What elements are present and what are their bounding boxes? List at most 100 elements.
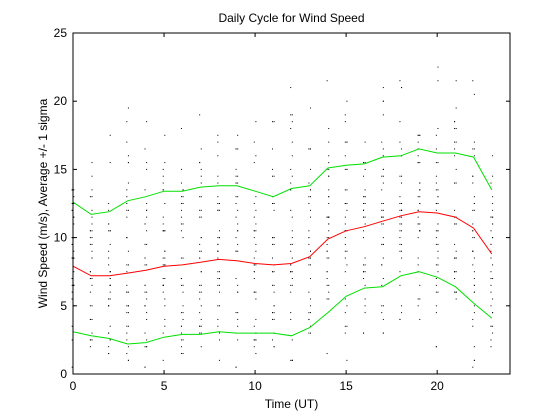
observation-point xyxy=(435,305,437,307)
observation-point xyxy=(144,148,146,150)
observation-point xyxy=(308,196,310,198)
observation-point xyxy=(217,209,219,211)
observation-point xyxy=(73,196,75,198)
observation-point xyxy=(454,148,456,150)
observation-point xyxy=(271,237,273,239)
observation-point xyxy=(237,250,239,252)
observation-point xyxy=(273,284,275,286)
observation-point xyxy=(454,209,456,211)
observation-point xyxy=(180,346,182,348)
observation-point xyxy=(492,175,494,177)
observation-point xyxy=(382,100,384,102)
observation-point xyxy=(382,278,384,280)
observation-point xyxy=(146,264,148,266)
observation-point xyxy=(328,175,330,177)
observation-point xyxy=(182,203,184,204)
observation-point xyxy=(253,141,255,143)
observation-point xyxy=(437,291,439,293)
observation-point xyxy=(89,271,91,273)
observation-point xyxy=(419,284,421,286)
observation-point xyxy=(144,346,146,348)
observation-point xyxy=(419,134,421,136)
observation-point xyxy=(164,257,166,259)
observation-point xyxy=(328,162,330,164)
observation-point xyxy=(126,305,128,307)
observation-point xyxy=(271,243,273,245)
observation-point xyxy=(419,196,421,198)
observation-point xyxy=(273,203,275,204)
observation-point xyxy=(437,189,439,191)
observation-point xyxy=(328,168,330,170)
observation-point xyxy=(455,141,457,143)
observation-point xyxy=(455,80,457,82)
observation-point xyxy=(291,230,293,232)
observation-point xyxy=(472,237,474,239)
observation-point xyxy=(363,196,365,198)
observation-point xyxy=(217,182,219,184)
observation-point xyxy=(91,216,93,218)
observation-point xyxy=(382,209,384,211)
observation-point xyxy=(237,243,239,245)
observation-point xyxy=(328,141,330,143)
observation-point xyxy=(199,162,201,164)
observation-point xyxy=(435,264,437,266)
observation-point xyxy=(200,305,202,307)
observation-point xyxy=(89,243,91,245)
observation-point xyxy=(237,175,239,177)
observation-point xyxy=(126,312,128,314)
observation-point xyxy=(253,216,255,218)
observation-point xyxy=(162,284,164,286)
observation-point xyxy=(435,230,437,232)
observation-point xyxy=(417,216,419,218)
observation-point xyxy=(346,209,348,211)
observation-point xyxy=(253,257,255,259)
observation-point xyxy=(71,237,73,239)
observation-point xyxy=(237,312,239,314)
observation-point xyxy=(290,291,292,293)
observation-point xyxy=(127,250,129,252)
observation-point xyxy=(200,148,202,150)
observation-point xyxy=(199,250,201,252)
observation-point xyxy=(490,216,492,218)
observation-point xyxy=(144,291,146,293)
observation-point xyxy=(437,243,439,245)
observation-point xyxy=(473,141,475,143)
observation-point xyxy=(255,230,257,232)
observation-point xyxy=(126,203,128,204)
observation-point xyxy=(89,230,91,232)
observation-point xyxy=(363,203,365,204)
chart-title: Daily Cycle for Wind Speed xyxy=(218,11,364,25)
observation-point xyxy=(291,243,293,245)
observation-point xyxy=(381,264,383,266)
observation-point xyxy=(382,243,384,245)
observation-point xyxy=(200,175,202,177)
observation-point xyxy=(472,209,474,211)
y-axis-label: Wind Speed (m/s), Average +/- 1 sigma xyxy=(36,98,50,308)
observation-point xyxy=(108,230,110,232)
observation-point xyxy=(144,189,146,191)
observation-point xyxy=(364,168,366,170)
observation-point xyxy=(435,346,437,348)
observation-point xyxy=(455,107,457,109)
observation-point xyxy=(71,278,73,280)
observation-point xyxy=(490,284,492,286)
observation-point xyxy=(237,134,239,136)
observation-points xyxy=(71,66,494,368)
observation-point xyxy=(326,237,328,239)
observation-point xyxy=(290,182,292,184)
observation-point xyxy=(71,291,73,293)
observation-point xyxy=(473,237,475,239)
observation-point xyxy=(310,257,312,259)
observation-point xyxy=(290,359,292,361)
observation-point xyxy=(399,121,401,123)
observation-point xyxy=(146,121,148,123)
observation-point xyxy=(455,182,457,184)
observation-point xyxy=(454,182,456,184)
observation-point xyxy=(290,312,292,314)
observation-point xyxy=(472,175,474,177)
observation-point xyxy=(162,182,164,184)
observation-point xyxy=(435,243,437,245)
observation-point xyxy=(417,237,419,239)
observation-point xyxy=(235,175,237,177)
observation-point xyxy=(344,332,346,334)
